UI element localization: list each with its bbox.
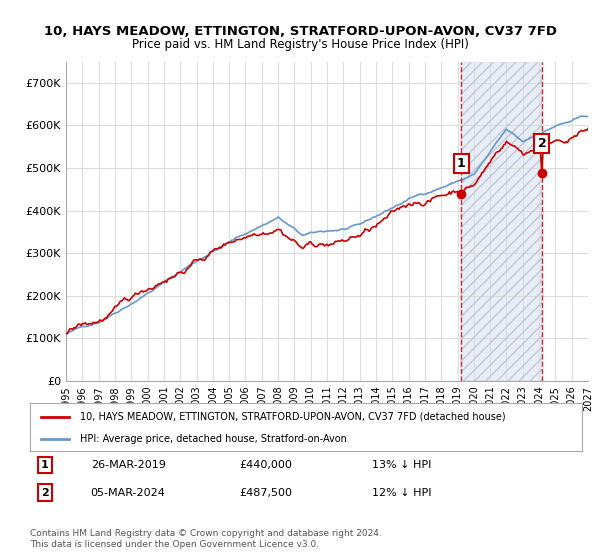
Text: £487,500: £487,500: [240, 488, 293, 498]
Text: 10, HAYS MEADOW, ETTINGTON, STRATFORD-UPON-AVON, CV37 7FD: 10, HAYS MEADOW, ETTINGTON, STRATFORD-UP…: [44, 25, 557, 38]
Text: £440,000: £440,000: [240, 460, 293, 470]
Text: 26-MAR-2019: 26-MAR-2019: [91, 460, 166, 470]
Text: 13% ↓ HPI: 13% ↓ HPI: [372, 460, 431, 470]
Text: 1: 1: [457, 157, 466, 170]
Text: 2: 2: [538, 137, 547, 150]
Text: Price paid vs. HM Land Registry's House Price Index (HPI): Price paid vs. HM Land Registry's House …: [131, 38, 469, 51]
Text: 1: 1: [41, 460, 49, 470]
Text: Contains HM Land Registry data © Crown copyright and database right 2024.
This d: Contains HM Land Registry data © Crown c…: [30, 529, 382, 549]
Text: 12% ↓ HPI: 12% ↓ HPI: [372, 488, 432, 498]
Text: 10, HAYS MEADOW, ETTINGTON, STRATFORD-UPON-AVON, CV37 7FD (detached house): 10, HAYS MEADOW, ETTINGTON, STRATFORD-UP…: [80, 412, 505, 422]
Text: 05-MAR-2024: 05-MAR-2024: [91, 488, 166, 498]
Text: HPI: Average price, detached house, Stratford-on-Avon: HPI: Average price, detached house, Stra…: [80, 434, 347, 444]
Text: 2: 2: [41, 488, 49, 498]
